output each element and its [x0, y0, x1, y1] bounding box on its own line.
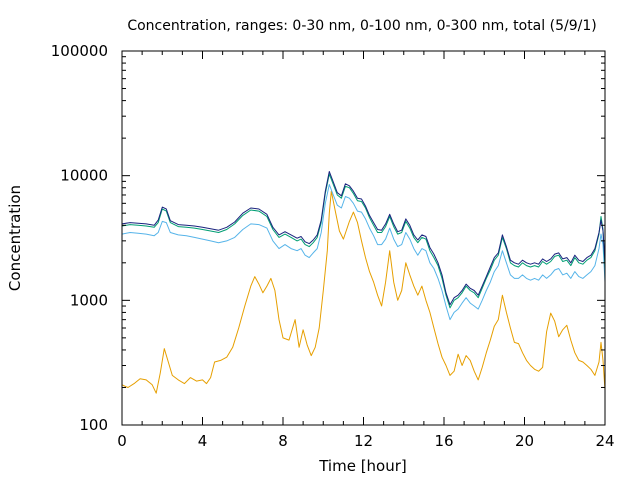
x-tick-labels: 0 4 8 12 16 20 24 — [117, 432, 614, 450]
plot-series — [121, 171, 606, 394]
y-tick-label: 100 — [79, 416, 108, 434]
y-tick-label: 10000 — [60, 167, 108, 185]
x-tick-label: 16 — [434, 432, 453, 450]
series-line-2 — [121, 184, 606, 321]
x-axis-title: Time [hour] — [318, 457, 407, 475]
x-tick-label: 4 — [198, 432, 208, 450]
y-tick-label: 1000 — [70, 291, 108, 309]
series-line-4 — [121, 171, 606, 306]
series-line-1 — [121, 190, 606, 394]
x-tick-label: 8 — [278, 432, 288, 450]
series-line-3 — [121, 173, 606, 309]
y-tick-labels: 100 1000 10000 100000 — [51, 42, 108, 434]
x-tick-label: 20 — [515, 432, 534, 450]
y-axis-title: Concentration — [6, 185, 24, 291]
chart-title: Concentration, ranges: 0-30 nm, 0-100 nm… — [127, 18, 596, 34]
plot-frame — [121, 50, 606, 426]
x-tick-label: 0 — [117, 432, 127, 450]
axis-ticks — [121, 50, 606, 426]
x-tick-label: 24 — [595, 432, 614, 450]
y-tick-label: 100000 — [51, 42, 108, 60]
x-tick-label: 12 — [354, 432, 373, 450]
